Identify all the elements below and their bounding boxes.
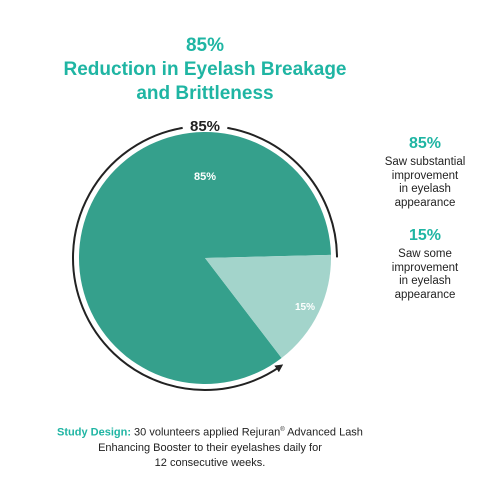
legend-item-some: 15% Saw some improvement in eyelash appe… [360,226,490,302]
legend-text-line: in eyelash [399,275,451,287]
pie-slice-some [205,254,331,359]
study-design-text: 12 consecutive weeks. [154,456,266,469]
slice-label-substantial: 85% [194,171,216,183]
pie-slice-substantial [78,132,331,385]
slice-labels: 85% 15% [194,171,315,313]
legend-text-line: improvement [391,261,459,274]
study-design-text: 30 volunteers applied Rejuran [131,426,281,439]
study-design-text: Advanced Lash [284,426,363,439]
legend-text-line: appearance [394,288,456,301]
legend-text-line: Saw some [398,248,452,260]
outer-ring: 85% [72,118,338,391]
slice-label-some: 15% [295,302,315,313]
legend-text-line: improvement [391,169,459,182]
pie-slices [78,132,331,385]
title-percent: 85% [185,35,225,56]
legend-text-line: in eyelash [399,183,451,195]
legend-item-substantial: 85% Saw substantial improvement in eyela… [360,134,490,210]
ring-label: 85% [190,118,220,135]
ring-arc-upper-right [227,126,338,258]
legend-percent: 15% [408,227,442,244]
study-design-text: Enhancing Booster to their eyelashes dai… [98,441,322,454]
legend-text-line: Saw substantial [384,156,466,168]
ring-arrow-arc [72,126,284,391]
title-line-2: Reduction in Eyelash Breakage [63,59,347,80]
study-design-note: Study Design: 30 volunteers applied Reju… [0,423,420,471]
registered-mark: ® [280,427,285,433]
legend-text-line: appearance [394,196,456,209]
study-design-label: Study Design: [57,426,131,439]
title-line-3: and Brittleness [136,83,274,104]
chart-title: 85% Reduction in Eyelash Breakage and Br… [0,34,410,106]
legend-percent: 85% [408,135,442,152]
